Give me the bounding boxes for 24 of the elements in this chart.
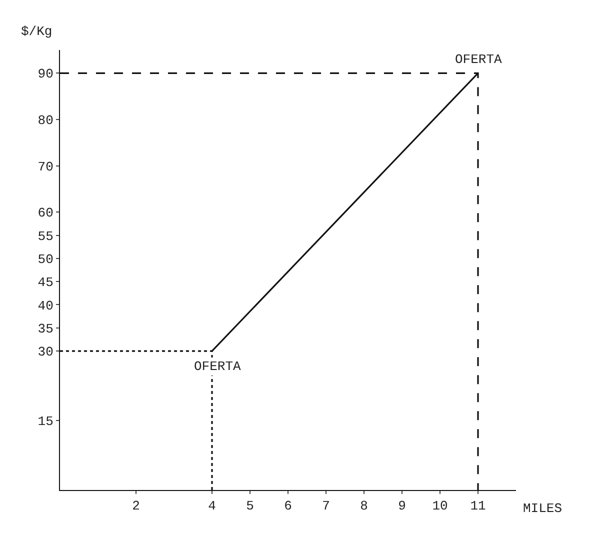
x-tick-label: 2 (132, 498, 140, 514)
x-tick-label: 5 (246, 498, 254, 514)
x-tick-label: 9 (398, 498, 406, 514)
y-tick-label: 35 (38, 321, 54, 336)
x-tick-label: 7 (322, 498, 330, 514)
annotation: OFERTA (455, 52, 502, 67)
y-tick-label: 30 (38, 344, 54, 360)
x-axis-title: MILES (523, 501, 562, 516)
x-tick-label: 10 (432, 498, 448, 514)
y-tick-label: 40 (38, 298, 54, 314)
x-tick-label: 11 (470, 498, 486, 514)
y-tick-label: 55 (38, 228, 54, 244)
y-tick-label: 90 (38, 66, 54, 82)
x-tick-label: 6 (284, 498, 292, 514)
y-tick-label: 60 (38, 206, 54, 221)
annotation: OFERTA (194, 359, 242, 374)
y-tick-label: 70 (38, 159, 54, 174)
y-tick-label: 45 (38, 275, 54, 290)
x-tick-label: 4 (208, 498, 216, 514)
y-tick-label: 50 (38, 252, 54, 267)
y-axis-title: $/Kg (21, 24, 52, 39)
x-tick-label: 8 (360, 498, 368, 514)
y-tick-label: 15 (38, 414, 54, 430)
y-tick-label: 80 (38, 113, 54, 128)
